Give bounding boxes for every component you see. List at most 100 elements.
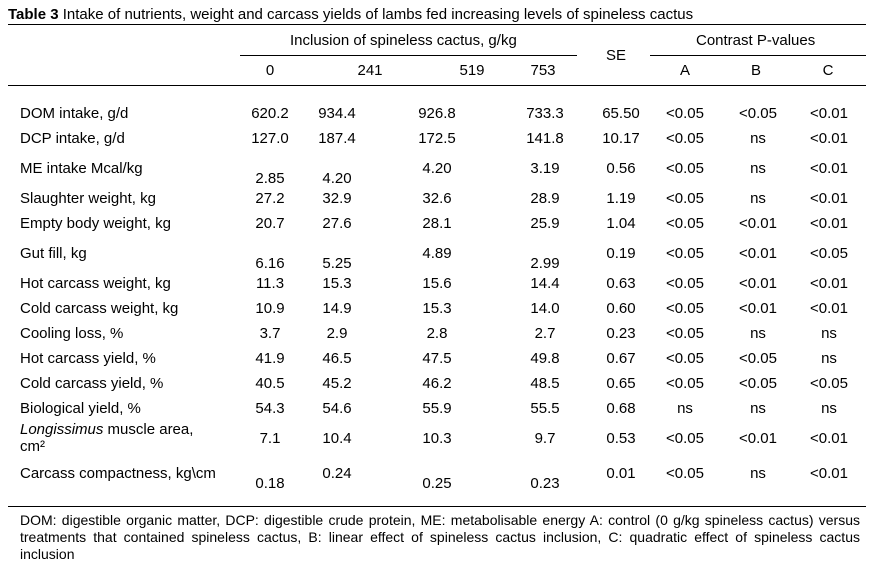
p-value-cell: <0.01 [810, 160, 848, 177]
value-cell: 3.7 [259, 325, 281, 342]
value-cell: 172.5 [418, 130, 456, 147]
value-cell: 32.9 [322, 190, 352, 207]
se-cell: 1.19 [606, 190, 636, 207]
p-value-cell: <0.01 [810, 190, 848, 207]
value-cell: 27.2 [255, 190, 285, 207]
value-cell: 9.7 [534, 430, 556, 447]
se-header: SE [606, 47, 627, 64]
p-value-cell: <0.01 [810, 130, 848, 147]
row-label: Biological yield, % [20, 400, 141, 417]
value-cell: 2.8 [426, 325, 448, 342]
level-header: 753 [530, 62, 556, 79]
row-label-italic: Longissimus [20, 421, 104, 438]
value-cell: 55.9 [422, 400, 452, 417]
p-value-cell: ns [750, 325, 766, 342]
value-cell: 187.4 [318, 130, 356, 147]
row-label: Gut fill, kg [20, 245, 87, 262]
p-value-cell: <0.05 [666, 160, 704, 177]
p-value-cell: <0.05 [666, 130, 704, 147]
p-value-cell: <0.05 [739, 105, 777, 122]
value-cell: 46.5 [322, 350, 352, 367]
value-cell: 7.1 [259, 430, 281, 447]
p-value-cell: ns [750, 400, 766, 417]
value-cell: 49.8 [530, 350, 560, 367]
p-value-cell: <0.01 [810, 215, 848, 232]
row-label: Carcass compactness, kg\cm [20, 465, 216, 482]
contrast-header-a: A [679, 62, 690, 79]
row-label: Hot carcass yield, % [20, 350, 156, 367]
row-label: Slaughter weight, kg [20, 190, 156, 207]
value-cell: 4.20 [322, 170, 352, 187]
p-value-cell: ns [677, 400, 693, 417]
contrast-rule [650, 55, 866, 56]
value-cell: 934.4 [318, 105, 356, 122]
value-cell: 41.9 [255, 350, 285, 367]
p-value-cell: <0.01 [739, 215, 777, 232]
p-value-cell: <0.01 [739, 245, 777, 262]
p-value-cell: <0.05 [666, 300, 704, 317]
p-value-cell: <0.05 [666, 275, 704, 292]
value-cell: 15.3 [422, 300, 452, 317]
p-value-cell: <0.05 [810, 375, 848, 392]
p-value-cell: <0.01 [810, 105, 848, 122]
table-label: Table 3 [8, 6, 59, 23]
value-cell: 733.3 [526, 105, 564, 122]
p-value-cell: ns [821, 325, 837, 342]
value-cell: 54.3 [255, 400, 285, 417]
value-cell: 14.4 [530, 275, 560, 292]
value-cell: 47.5 [422, 350, 452, 367]
value-cell: 14.0 [530, 300, 560, 317]
p-value-cell: <0.01 [810, 465, 848, 482]
value-cell: 0.23 [530, 475, 560, 492]
header-rule [8, 85, 866, 86]
row-label: Cold carcass yield, % [20, 375, 164, 392]
p-value-cell: <0.01 [739, 275, 777, 292]
value-cell: 6.16 [255, 255, 285, 272]
value-cell: 11.3 [255, 275, 285, 292]
se-cell: 0.63 [606, 275, 636, 292]
row-label: ME intake Mcal/kg [20, 160, 143, 177]
se-cell: 0.60 [606, 300, 636, 317]
p-value-cell: ns [821, 400, 837, 417]
level-header: 519 [459, 62, 485, 79]
value-cell: 2.7 [534, 325, 556, 342]
row-label-rest: muscle area, [103, 421, 194, 438]
value-cell: 45.2 [322, 375, 352, 392]
row-label: Cooling loss, % [20, 325, 124, 342]
value-cell: 0.24 [322, 465, 352, 482]
value-cell: 0.25 [422, 475, 452, 492]
top-rule [8, 24, 866, 25]
row-label: Longissimus muscle area, cm² [20, 421, 193, 455]
value-cell: 4.20 [422, 160, 452, 177]
p-value-cell: <0.01 [810, 275, 848, 292]
inclusion-rule [240, 55, 577, 56]
value-cell: 10.4 [322, 430, 352, 447]
row-label: DCP intake, g/d [20, 130, 125, 147]
value-cell: 10.3 [422, 430, 452, 447]
se-cell: 0.53 [606, 430, 636, 447]
row-label: Cold carcass weight, kg [20, 300, 179, 317]
se-cell: 65.50 [602, 105, 640, 122]
value-cell: 46.2 [422, 375, 452, 392]
p-value-cell: ns [750, 160, 766, 177]
p-value-cell: <0.05 [666, 350, 704, 367]
value-cell: 0.18 [255, 475, 285, 492]
row-label: DOM intake, g/d [20, 105, 129, 122]
se-cell: 1.04 [606, 215, 636, 232]
p-value-cell: <0.05 [666, 215, 704, 232]
value-cell: 25.9 [530, 215, 560, 232]
value-cell: 926.8 [418, 105, 456, 122]
value-cell: 10.9 [255, 300, 285, 317]
p-value-cell: <0.05 [739, 375, 777, 392]
level-header: 0 [265, 62, 275, 79]
se-cell: 0.01 [606, 465, 636, 482]
table-title: Table 3 Intake of nutrients, weight and … [8, 6, 693, 23]
bottom-rule [8, 506, 866, 507]
se-cell: 0.19 [606, 245, 636, 262]
p-value-cell: ns [750, 465, 766, 482]
se-cell: 0.65 [606, 375, 636, 392]
value-cell: 28.9 [530, 190, 560, 207]
table-footnote: DOM: digestible organic matter, DCP: dig… [20, 512, 860, 562]
p-value-cell: <0.01 [810, 300, 848, 317]
